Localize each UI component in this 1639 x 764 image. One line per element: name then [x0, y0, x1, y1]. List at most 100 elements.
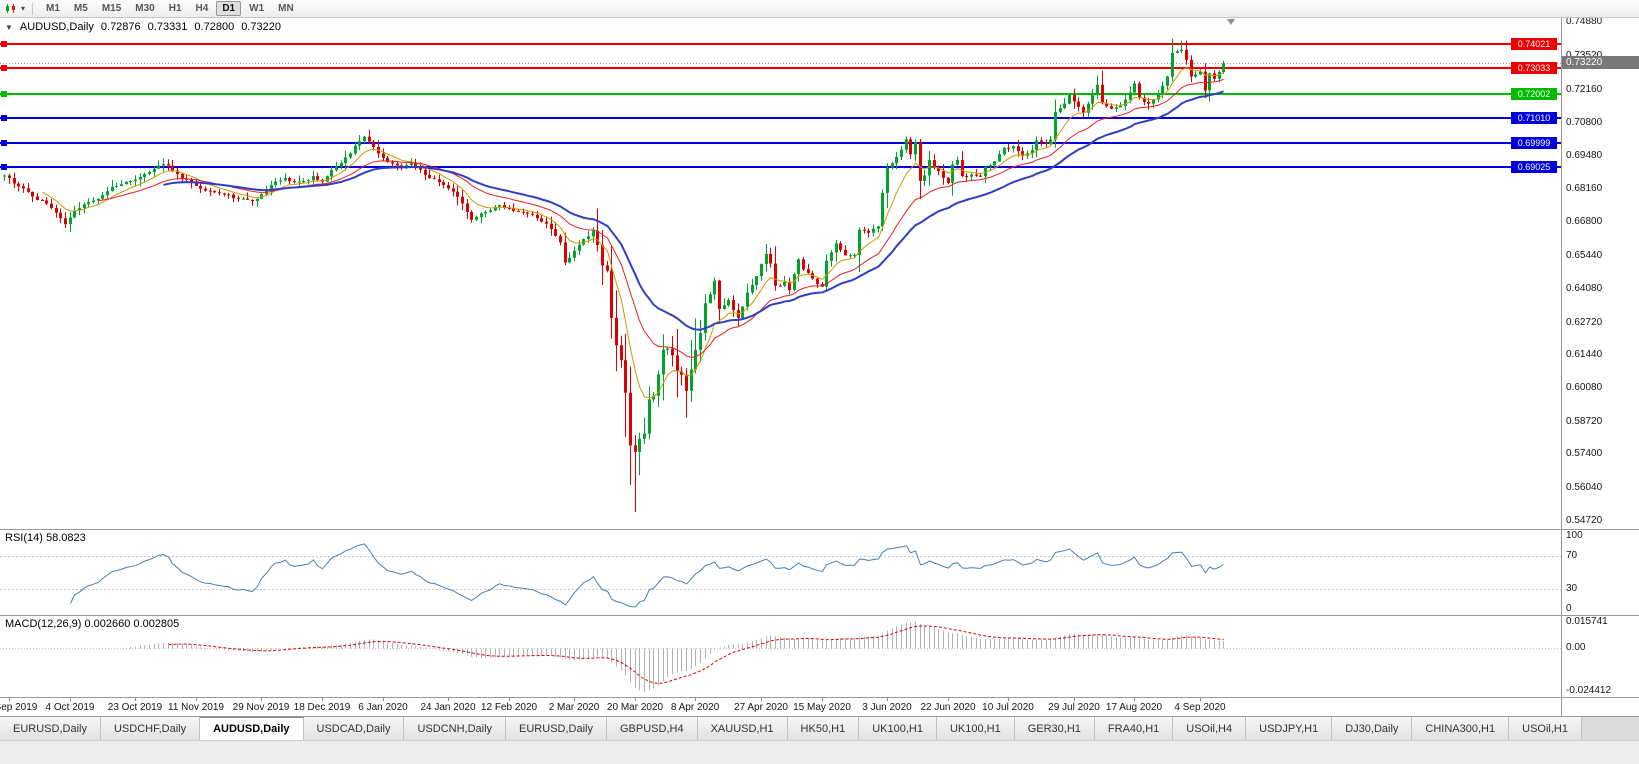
chart-window: ▼ AUDUSD,Daily 0.72876 0.73331 0.72800 0… — [0, 18, 1639, 716]
one-click-trading-toggle[interactable]: ▼ — [5, 22, 13, 32]
chart-tab-china300-h1[interactable]: CHINA300,H1 — [1412, 717, 1510, 740]
chart-tab-usdcad-daily[interactable]: USDCAD,Daily — [303, 717, 405, 740]
rsi-axis[interactable]: 100 70 30 0 — [1561, 530, 1639, 615]
hline-price-tag-0.72002[interactable]: 0.72002 — [1511, 88, 1557, 100]
time-axis-tick — [70, 698, 71, 701]
rsi-axis-tick: 30 — [1566, 583, 1578, 594]
macd-label: MACD(12,26,9) 0.002660 0.002805 — [5, 618, 180, 630]
rsi-pane[interactable]: RSI(14) 58.0823 — [0, 530, 1561, 615]
time-axis-label: 24 Jan 2020 — [420, 702, 476, 713]
price-axis-tick: 0.54720 — [1566, 515, 1603, 526]
time-axis-tick — [1134, 698, 1135, 701]
chart-tab-gbpusd-h4[interactable]: GBPUSD,H4 — [607, 717, 698, 740]
price-chart-pane[interactable]: ▼ AUDUSD,Daily 0.72876 0.73331 0.72800 0… — [0, 18, 1561, 529]
chart-tab-usdcnh-daily[interactable]: USDCNH,Daily — [404, 717, 507, 740]
time-axis-label: 20 Mar 2020 — [606, 702, 664, 713]
timeframe-button-m30[interactable]: M30 — [135, 3, 155, 14]
time-axis-tick — [383, 698, 384, 701]
price-axis-tick: 0.68160 — [1566, 183, 1603, 194]
ohlc-close: 0.73220 — [241, 21, 281, 33]
time-axis-label: 8 Apr 2020 — [670, 702, 720, 713]
time-axis-tick — [448, 698, 449, 701]
time-axis-tick — [1200, 698, 1201, 701]
chart-tab-usdjpy-h1[interactable]: USDJPY,H1 — [1246, 717, 1333, 740]
status-bar — [0, 740, 1639, 764]
time-axis-label: 11 Nov 2019 — [168, 702, 224, 713]
time-axis-tick — [135, 698, 136, 701]
time-axis-tick — [509, 698, 510, 701]
price-axis-tick: 0.58720 — [1566, 416, 1603, 427]
time-axis-label: 23 Oct 2019 — [107, 702, 163, 713]
rsi-axis-tick: 70 — [1566, 550, 1578, 561]
chart-tab-usoil-h4[interactable]: USOil,H4 — [1173, 717, 1247, 740]
price-axis[interactable]: 0.74880 0.73520 0.72160 0.70800 0.69480 0.681… — [1561, 18, 1639, 529]
timeframe-button-mn[interactable]: MN — [278, 3, 294, 14]
time-axis[interactable]: 16 Sep 2019 4 Oct 2019 23 Oct 2019 11 Nov 2… — [0, 698, 1561, 716]
candlestick-chart-icon[interactable] — [4, 3, 18, 15]
chart-tab-audusd-daily[interactable]: AUDUSD,Daily — [200, 717, 304, 740]
timeframe-button-m1[interactable]: M1 — [46, 3, 60, 14]
macd-pane[interactable]: MACD(12,26,9) 0.002660 0.002805 — [0, 616, 1561, 697]
hline-price-tag-0.69025[interactable]: 0.69025 — [1511, 161, 1557, 173]
axis-corner — [1561, 698, 1639, 716]
rsi-axis-tick: 100 — [1566, 530, 1583, 541]
time-axis-tick — [761, 698, 762, 701]
time-axis-label: 3 Jun 2020 — [862, 702, 912, 713]
hline-price-tag-0.69999[interactable]: 0.69999 — [1511, 137, 1557, 149]
chart-tab-uk100-h1[interactable]: UK100,H1 — [936, 717, 1015, 740]
chart-info-line: ▼ AUDUSD,Daily 0.72876 0.73331 0.72800 0… — [5, 21, 281, 33]
hline-price-tag-0.73033[interactable]: 0.73033 — [1511, 62, 1557, 74]
macd-axis-tick: 0.00 — [1566, 642, 1586, 653]
price-axis-tick: 0.65440 — [1566, 250, 1603, 261]
chart-tab-hk50-h1[interactable]: HK50,H1 — [787, 717, 860, 740]
time-axis-label: 16 Sep 2019 — [0, 702, 38, 713]
hline-price-tag-0.74021[interactable]: 0.74021 — [1511, 38, 1557, 50]
toolbar-separator — [32, 2, 34, 15]
time-axis-tick — [948, 698, 949, 701]
rsi-canvas[interactable] — [0, 530, 1561, 615]
time-axis-label: 4 Oct 2019 — [45, 702, 95, 713]
chart-tab-usoil-h1[interactable]: USOil,H1 — [1509, 717, 1582, 740]
ohlc-open: 0.72876 — [100, 21, 141, 33]
time-axis-label: 29 Jul 2020 — [1048, 702, 1100, 713]
chart-tab-xauusd-h1[interactable]: XAUUSD,H1 — [697, 717, 788, 740]
chart-tab-usdchf-daily[interactable]: USDCHF,Daily — [100, 717, 201, 740]
price-chart-canvas[interactable] — [0, 18, 1561, 529]
timeframe-button-m5[interactable]: M5 — [73, 3, 88, 14]
time-axis-tick — [196, 698, 197, 701]
price-axis-tick: 0.69480 — [1566, 150, 1603, 161]
chart-tab-ger30-h1[interactable]: GER30,H1 — [1014, 717, 1095, 740]
timeframe-button-h1[interactable]: H1 — [168, 3, 182, 14]
chart-type-caret-icon[interactable]: ▾ — [21, 3, 26, 13]
chart-tab-eurusd-daily[interactable]: EURUSD,Daily — [0, 717, 101, 740]
chart-tab-fra40-h1[interactable]: FRA40,H1 — [1094, 717, 1174, 740]
timeframe-buttons: M1 M5 M15 M30 H1 H4 D1 W1 MN — [40, 1, 300, 16]
rsi-axis-tick: 0 — [1566, 603, 1572, 614]
time-axis-label: 18 Dec 2019 — [293, 702, 351, 713]
time-axis-tick — [822, 698, 823, 701]
macd-axis-tick: 0.015741 — [1566, 616, 1608, 627]
price-axis-tick: 0.62720 — [1566, 317, 1603, 328]
macd-canvas[interactable] — [0, 616, 1561, 697]
hline-price-tag-0.71010[interactable]: 0.71010 — [1511, 112, 1557, 124]
time-axis-tick — [261, 698, 262, 701]
timeframe-button-d1[interactable]: D1 — [216, 1, 242, 16]
timeframe-toolbar: ▾ M1 M5 M15 M30 H1 H4 D1 W1 MN — [0, 0, 1639, 18]
timeframe-button-w1[interactable]: W1 — [249, 3, 265, 14]
chart-tab-dj30-daily[interactable]: DJ30,Daily — [1332, 717, 1413, 740]
timeframe-button-h4[interactable]: H4 — [195, 3, 209, 14]
price-axis-tick: 0.61440 — [1566, 349, 1603, 360]
chart-tab-uk100-h1[interactable]: UK100,H1 — [859, 717, 937, 740]
chart-tab-bar: EURUSD,Daily USDCHF,Daily AUDUSD,Daily USDC… — [0, 716, 1639, 740]
price-axis-tick: 0.66800 — [1566, 216, 1603, 227]
chart-tab-eurusd-daily[interactable]: EURUSD,Daily — [506, 717, 607, 740]
price-axis-tick: 0.56040 — [1566, 482, 1603, 493]
macd-axis[interactable]: 0.015741 0.00 -0.024412 — [1561, 616, 1639, 697]
time-axis-tick — [9, 698, 10, 701]
price-axis-tick: 0.72160 — [1566, 84, 1603, 95]
timeframe-button-m15[interactable]: M15 — [101, 3, 122, 14]
chart-symbol-period: AUDUSD,Daily — [19, 21, 94, 33]
time-axis-tick — [574, 698, 575, 701]
time-axis-label: 10 Jul 2020 — [982, 702, 1034, 713]
